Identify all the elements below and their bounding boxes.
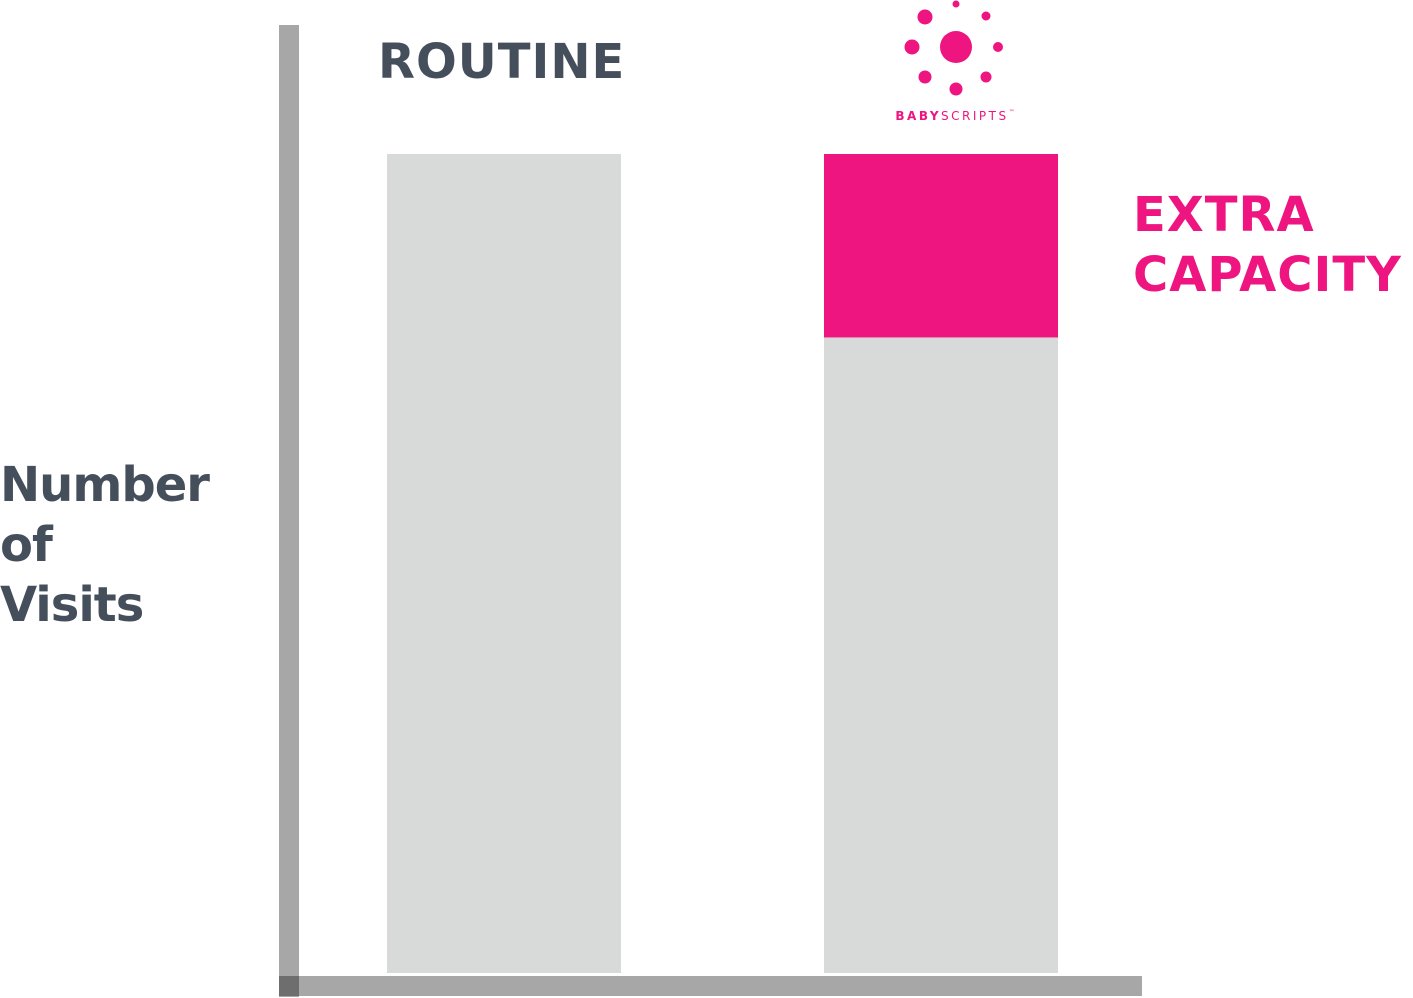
logo-trademark: ™ [1008,109,1015,116]
x-axis-line [279,976,1142,996]
y-axis-label: Number of Visits [0,455,240,635]
annotation-line-1: EXTRA [1133,187,1315,243]
babyscripts-logo-text: BABYSCRIPTS™ [880,109,1030,123]
extra-capacity-annotation: EXTRA CAPACITY [1133,185,1402,305]
y-axis-label-line-3: Visits [0,577,144,633]
category-label-routine: ROUTINE [378,34,626,90]
babyscripts-logo: BABYSCRIPTS™ [880,0,1030,130]
logo-text-regular: SCRIPTS [941,109,1009,123]
bar-1-base [387,154,621,973]
bar-2-extra [824,154,1058,338]
bars-layer [387,154,1058,973]
y-axis-label-line-2: of [0,517,53,573]
y-axis-label-line-1: Number [0,457,210,513]
y-axis-line [279,25,299,997]
bar-2-base [824,337,1058,973]
babyscripts-sun-icon [904,0,1003,96]
annotation-line-2: CAPACITY [1133,247,1402,303]
logo-text-bold: BABY [895,109,942,123]
axis-corner [279,976,299,996]
